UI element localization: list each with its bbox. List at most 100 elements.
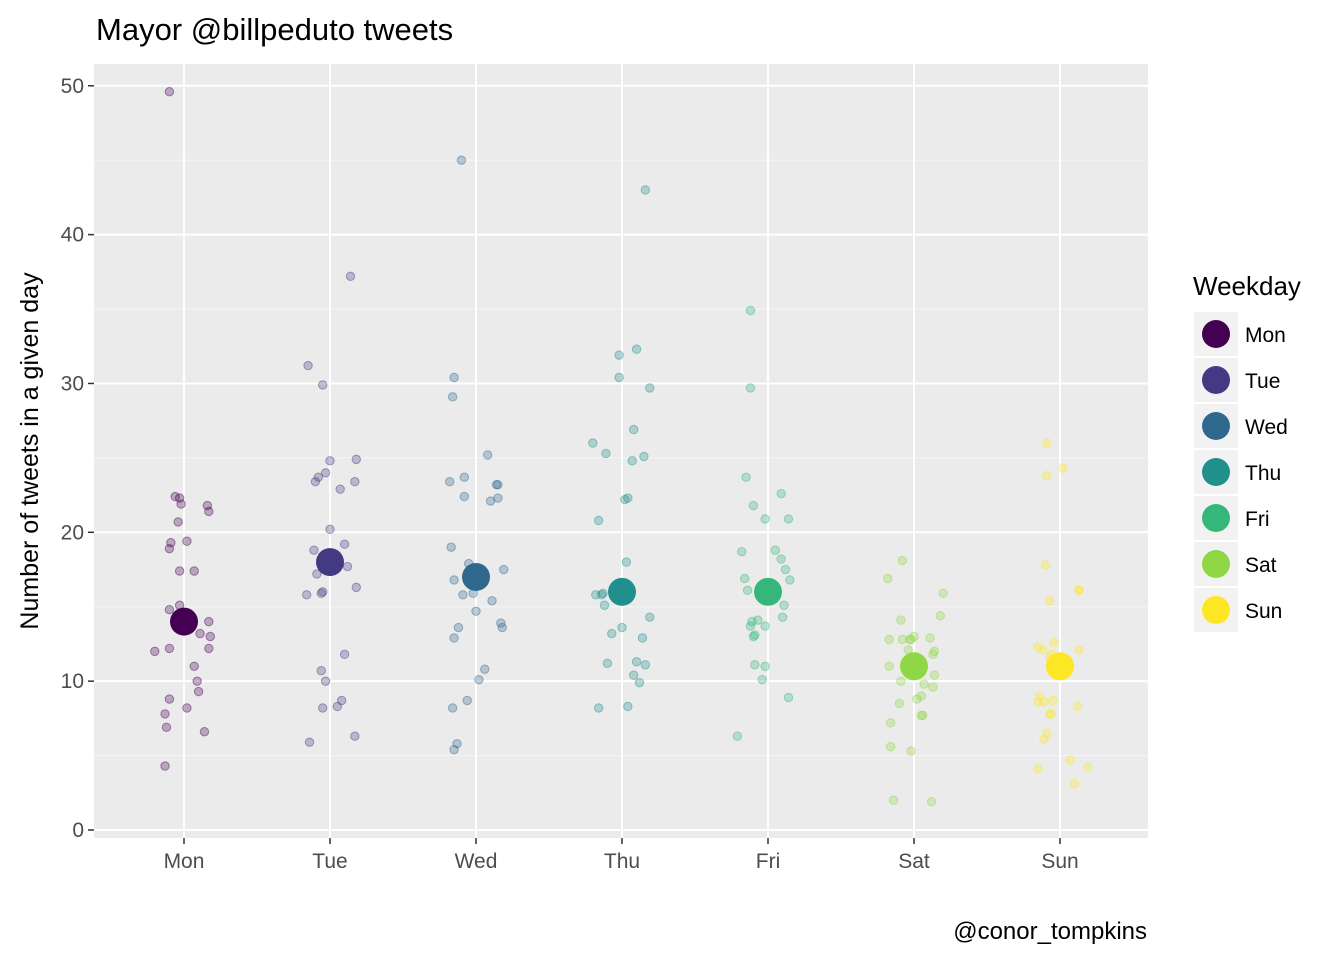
y-tick-label: 20 xyxy=(61,521,84,544)
data-point xyxy=(320,468,331,478)
data-point xyxy=(602,658,613,668)
data-point xyxy=(480,664,490,674)
data-point xyxy=(447,703,458,713)
legend-swatch xyxy=(1202,596,1230,624)
data-point xyxy=(459,472,470,482)
data-point xyxy=(318,587,328,597)
data-point xyxy=(742,585,753,596)
data-point xyxy=(447,392,458,402)
data-point xyxy=(164,543,175,554)
data-point xyxy=(1074,645,1084,655)
data-point xyxy=(471,606,481,616)
data-point xyxy=(748,500,759,511)
x-tick-label: Sat xyxy=(898,850,930,873)
data-point xyxy=(316,588,326,599)
data-point xyxy=(896,615,906,625)
data-point xyxy=(160,761,170,771)
data-point xyxy=(760,621,770,631)
data-point xyxy=(1045,596,1055,606)
data-point xyxy=(482,450,493,460)
median-point xyxy=(754,577,782,606)
data-point xyxy=(1039,734,1049,744)
data-point xyxy=(748,631,759,642)
data-point xyxy=(304,737,315,747)
data-point xyxy=(164,694,175,704)
data-point xyxy=(170,491,180,502)
x-tick-label: Sun xyxy=(1041,850,1078,873)
data-point xyxy=(449,372,459,383)
data-point xyxy=(493,493,503,503)
data-point xyxy=(617,622,627,633)
data-point xyxy=(485,496,496,506)
data-point xyxy=(310,477,321,487)
data-point xyxy=(453,622,464,633)
data-point xyxy=(1042,471,1052,481)
data-point xyxy=(449,575,459,585)
data-point xyxy=(906,746,916,756)
data-point xyxy=(732,731,743,741)
data-point xyxy=(779,600,789,610)
data-point xyxy=(645,383,655,393)
data-point xyxy=(1037,645,1048,655)
data-point xyxy=(926,797,937,807)
data-point xyxy=(607,628,617,639)
data-point xyxy=(474,674,484,685)
data-point xyxy=(1069,779,1080,789)
data-point xyxy=(760,514,770,524)
data-point xyxy=(620,494,630,505)
data-point xyxy=(445,477,455,487)
data-point xyxy=(336,695,347,706)
y-tick-label: 50 xyxy=(61,75,84,98)
data-point xyxy=(916,710,926,721)
data-point xyxy=(493,479,503,490)
data-point xyxy=(918,710,928,721)
data-point xyxy=(929,670,940,680)
data-point xyxy=(928,649,938,660)
data-point xyxy=(1049,637,1059,648)
median-points xyxy=(170,548,1074,681)
legend-item: Wed xyxy=(1194,404,1288,448)
data-point xyxy=(785,575,795,585)
data-point xyxy=(885,741,896,752)
data-point xyxy=(621,557,632,567)
data-point xyxy=(1065,755,1075,765)
data-point xyxy=(1048,695,1058,706)
data-point xyxy=(325,456,335,466)
legend: Weekday Mon Tue Wed Thu Fri Sat Sun xyxy=(1193,271,1301,632)
data-point xyxy=(174,566,185,576)
data-point xyxy=(783,692,794,703)
data-point xyxy=(195,628,205,639)
data-point xyxy=(591,590,601,600)
data-point xyxy=(202,500,213,511)
data-point xyxy=(739,573,750,584)
data-point xyxy=(174,493,185,503)
data-point xyxy=(928,682,938,692)
data-point xyxy=(737,546,747,557)
data-point xyxy=(499,564,509,575)
data-point xyxy=(896,676,906,686)
legend-label: Fri xyxy=(1245,508,1270,531)
data-point xyxy=(1033,642,1043,652)
legend-label: Thu xyxy=(1245,462,1281,485)
legend-label: Mon xyxy=(1245,324,1286,347)
data-point xyxy=(164,643,175,654)
legend-item: Fri xyxy=(1194,496,1270,540)
data-point xyxy=(637,633,648,643)
data-point xyxy=(747,616,757,627)
data-point xyxy=(487,596,497,606)
data-point xyxy=(634,677,645,688)
data-point xyxy=(623,701,633,712)
data-point xyxy=(1045,709,1055,719)
data-point xyxy=(1046,709,1056,719)
data-point xyxy=(628,670,639,680)
legend-swatch xyxy=(1202,504,1230,532)
data-point xyxy=(339,539,350,549)
data-point xyxy=(193,686,204,697)
data-point xyxy=(593,703,604,713)
x-axis: Mon Tue Wed Thu Fri Sat Sun xyxy=(164,838,1079,873)
data-point xyxy=(449,744,459,755)
data-point xyxy=(164,87,175,97)
data-point xyxy=(320,676,331,686)
median-point xyxy=(1046,652,1074,681)
data-point xyxy=(776,554,786,564)
